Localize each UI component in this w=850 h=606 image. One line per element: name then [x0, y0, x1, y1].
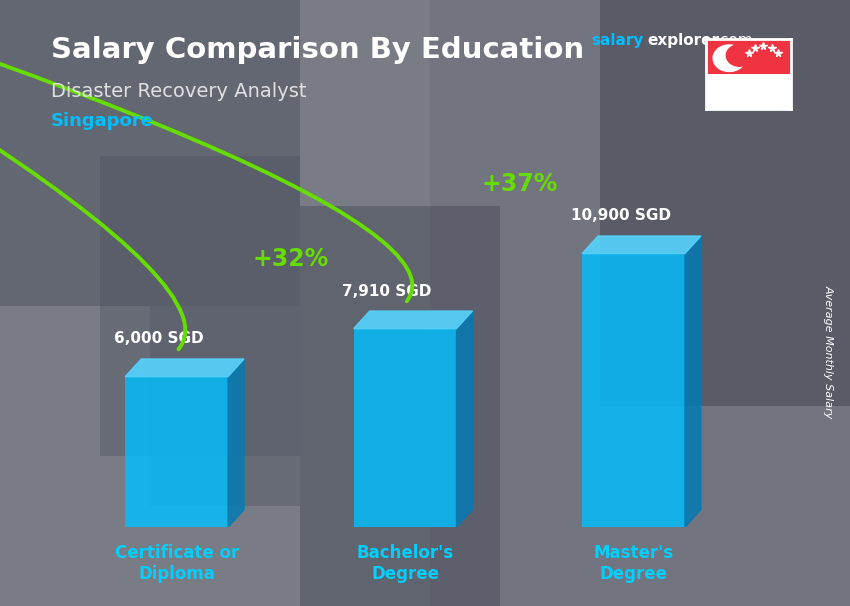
Bar [582, 253, 685, 527]
Bar [100, 156, 300, 456]
Circle shape [713, 45, 745, 72]
Text: .com: .com [716, 33, 753, 48]
Text: 7,910 SGD: 7,910 SGD [343, 284, 432, 299]
Polygon shape [354, 311, 473, 328]
Polygon shape [125, 359, 244, 376]
Text: Disaster Recovery Analyst: Disaster Recovery Analyst [51, 82, 307, 101]
Bar [0, 0, 300, 306]
Polygon shape [582, 236, 701, 253]
Bar [125, 376, 228, 527]
Text: Average Monthly Salary: Average Monthly Salary [824, 285, 834, 418]
Polygon shape [685, 236, 701, 527]
Text: explorer: explorer [648, 33, 720, 48]
Text: +37%: +37% [481, 172, 558, 196]
Text: Singapore: Singapore [51, 112, 154, 130]
Text: Salary Comparison By Education: Salary Comparison By Education [51, 36, 584, 64]
Text: salary: salary [591, 33, 643, 48]
Bar [600, 0, 850, 406]
Text: +32%: +32% [252, 247, 329, 271]
Bar [430, 0, 850, 606]
Bar [354, 328, 456, 527]
Text: 6,000 SGD: 6,000 SGD [114, 331, 203, 347]
Polygon shape [456, 311, 473, 527]
Bar [300, 206, 500, 606]
Bar [150, 306, 300, 506]
Bar [0, 0, 430, 606]
Text: 10,900 SGD: 10,900 SGD [570, 208, 671, 224]
Polygon shape [228, 359, 244, 527]
Bar [706, 39, 791, 75]
Circle shape [726, 45, 752, 66]
